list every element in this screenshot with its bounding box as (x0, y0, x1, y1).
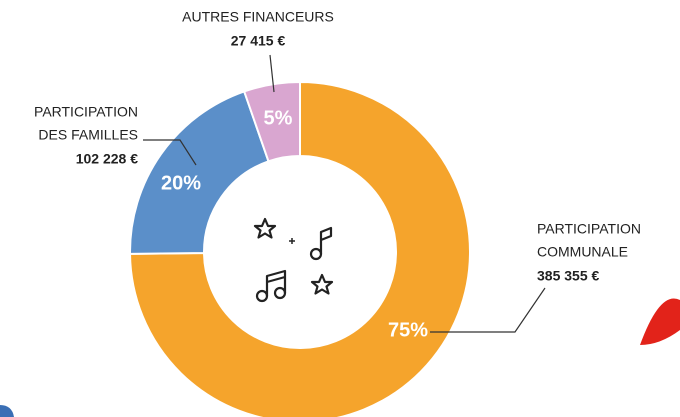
donut (128, 80, 471, 417)
leader-line (269, 54, 275, 93)
slice (242, 80, 301, 163)
center-icon (253, 217, 334, 303)
amount-label: 385 355 € (537, 268, 599, 284)
category-label: AUTRES FINANCEURS (182, 9, 334, 25)
leader-lines (143, 54, 546, 333)
category-label: DES FAMILLES (38, 127, 138, 143)
percent-label: 20% (161, 172, 201, 194)
decor-blob (640, 298, 680, 345)
percent-label: 75% (388, 319, 428, 341)
decor-corner (0, 405, 14, 417)
leader-line (430, 287, 546, 333)
category-label: PARTICIPATION (34, 104, 138, 120)
leader-line (143, 139, 197, 166)
slice (128, 80, 471, 417)
category-label: COMMUNALE (537, 244, 628, 260)
category-label: PARTICIPATION (537, 221, 641, 237)
amount-label: 27 415 € (231, 33, 286, 49)
amount-label: 102 228 € (76, 151, 138, 167)
percent-label: 5% (264, 107, 293, 129)
slice (129, 90, 270, 255)
